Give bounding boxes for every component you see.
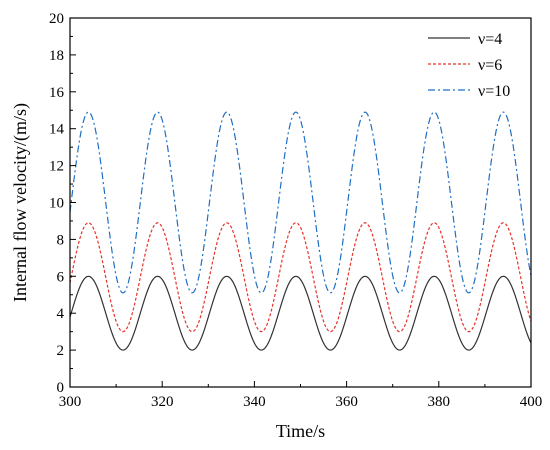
y-tick-label: 12	[49, 159, 64, 175]
series-line-3	[70, 111, 531, 294]
legend-label-2: ν=6	[478, 57, 502, 74]
y-tick-label: 8	[57, 232, 65, 248]
legend: ν=4 ν=6 ν=10	[428, 31, 510, 100]
plot-area	[70, 111, 531, 351]
y-tick-label: 0	[57, 380, 65, 396]
x-tick-label: 300	[59, 394, 82, 410]
y-tick-label: 4	[57, 306, 65, 322]
x-tick-label: 360	[335, 394, 358, 410]
x-tick-label: 400	[520, 394, 543, 410]
y-tick-label: 6	[57, 269, 65, 285]
x-tick-label: 340	[243, 394, 266, 410]
series-line-2	[70, 222, 531, 333]
y-tick-label: 10	[49, 196, 64, 212]
x-axis-title: Time/s	[276, 421, 325, 441]
legend-label-3: ν=10	[478, 83, 510, 100]
y-tick-label: 20	[49, 11, 64, 27]
series-line-1	[70, 275, 531, 351]
y-tick-label: 18	[49, 48, 64, 64]
y-tick-label: 2	[57, 343, 65, 359]
axes: 300 320 340 360 380 400 0 2 4 6 8 10 12 14 16 18 20	[49, 11, 542, 410]
y-axis-title: Internal flow velocity/(m/s)	[10, 103, 31, 302]
y-tick-label: 14	[49, 122, 65, 138]
x-tick-label: 380	[428, 394, 451, 410]
legend-label-1: ν=4	[478, 31, 502, 48]
plot-frame	[69, 17, 532, 388]
x-tick-label: 320	[151, 394, 174, 410]
y-tick-label: 16	[49, 85, 65, 101]
